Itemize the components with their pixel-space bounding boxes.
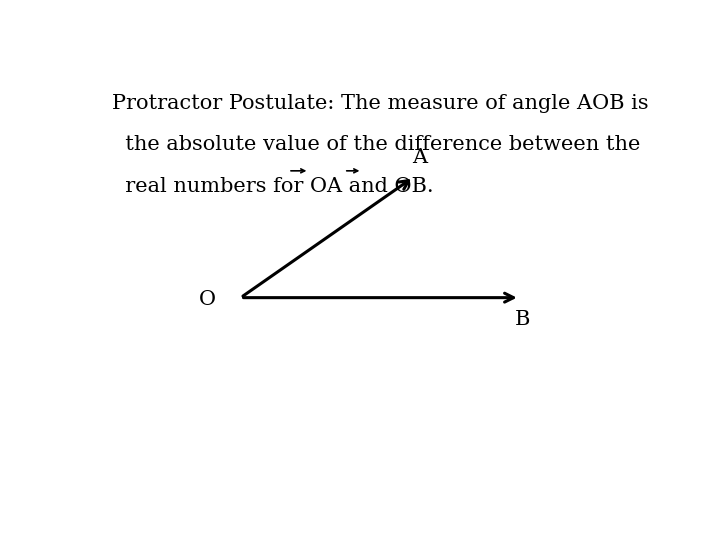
Text: O: O — [199, 290, 215, 309]
Text: Protractor Postulate: The measure of angle AOB is: Protractor Postulate: The measure of ang… — [112, 94, 649, 113]
Text: real numbers for OA and OB.: real numbers for OA and OB. — [112, 177, 434, 196]
Text: the absolute value of the difference between the: the absolute value of the difference bet… — [112, 136, 641, 154]
Text: B: B — [515, 310, 530, 329]
Text: A: A — [412, 147, 427, 167]
